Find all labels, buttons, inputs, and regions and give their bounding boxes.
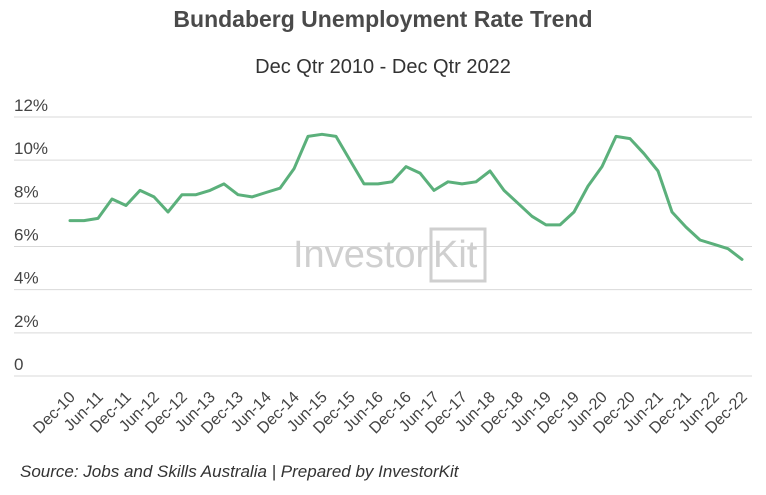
chart-subtitle: Dec Qtr 2010 - Dec Qtr 2022 <box>255 56 511 78</box>
x-axis-ticks: Dec-10Jun-11Dec-11Jun-12Dec-12Jun-13Dec-… <box>30 389 751 438</box>
watermark-kit-text: Kit <box>433 234 478 276</box>
series-line <box>68 132 744 261</box>
gridlines <box>14 116 752 377</box>
series-layer <box>68 132 744 261</box>
y-axis-ticks: 0 2% 4% 6% 8% 10% 12% <box>14 96 48 374</box>
y-tick-label: 10% <box>14 139 48 158</box>
watermark-text: Investor <box>293 234 429 276</box>
chart-title: Bundaberg Unemployment Rate Trend <box>173 6 593 32</box>
y-tick-label: 2% <box>14 312 39 331</box>
y-tick-label: 12% <box>14 96 48 115</box>
y-tick-label: 0 <box>14 355 23 374</box>
y-tick-label: 4% <box>14 269 39 288</box>
source-note: Source: Jobs and Skills Australia | Prep… <box>20 462 459 481</box>
watermark-kit-box <box>429 227 487 283</box>
y-tick-label: 8% <box>14 182 39 201</box>
investorkit-watermark: Investor Kit <box>293 227 487 283</box>
y-tick-label: 6% <box>14 226 39 245</box>
